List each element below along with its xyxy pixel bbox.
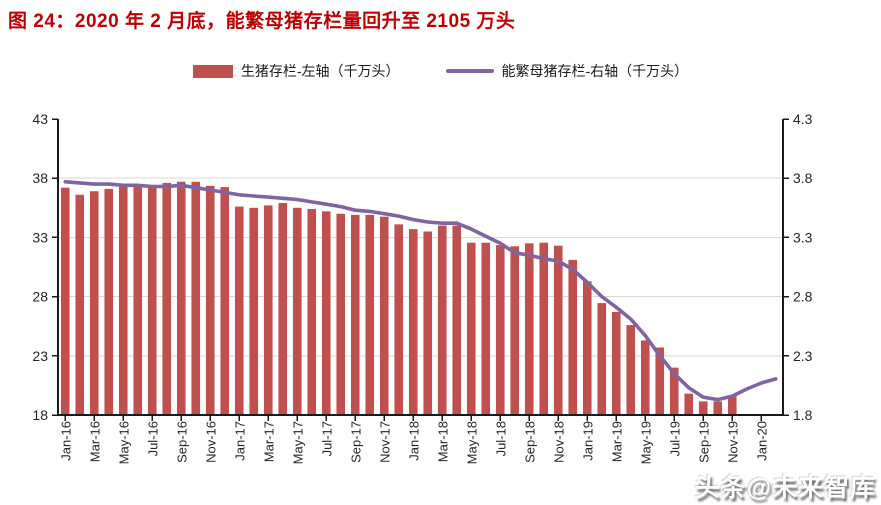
- x-tick-label: Jul-16: [145, 421, 160, 456]
- legend-bar-swatch-icon: [192, 64, 233, 78]
- x-tick-label: Nov-16: [203, 421, 218, 463]
- bar: [684, 393, 694, 415]
- bar: [553, 245, 563, 415]
- watermark-text: 头条@未来智库: [694, 474, 876, 502]
- y-tick-label-right: 3.8: [793, 170, 813, 186]
- x-tick-label: May-17: [290, 421, 305, 464]
- bar: [133, 185, 143, 415]
- bar: [611, 311, 621, 415]
- bar: [191, 181, 201, 415]
- bar: [220, 187, 230, 415]
- x-tick-label: Jul-18: [493, 421, 508, 456]
- bar: [307, 208, 317, 415]
- bar: [147, 185, 157, 415]
- x-tick-label: Sep-18: [522, 421, 537, 463]
- bar: [524, 243, 534, 415]
- bar: [350, 214, 360, 415]
- bar: [466, 242, 476, 415]
- y-tick-label-left: 18: [32, 407, 48, 423]
- y-tick-label-right: 4.3: [793, 111, 813, 127]
- bar: [727, 396, 737, 415]
- bar: [669, 367, 679, 415]
- bar: [75, 194, 85, 415]
- bar: [60, 187, 70, 415]
- bar: [234, 206, 244, 415]
- x-tick-label: Jan-18: [406, 421, 421, 461]
- x-tick-label: Jan-17: [232, 421, 247, 461]
- bar: [713, 401, 723, 415]
- bar: [365, 214, 375, 415]
- x-tick-label: Jul-19: [667, 421, 682, 456]
- bar: [582, 281, 592, 415]
- bar: [394, 224, 404, 415]
- legend-line-swatch-icon: [445, 69, 494, 73]
- bar: [249, 207, 259, 415]
- bar: [205, 185, 215, 415]
- bar: [423, 231, 433, 415]
- bar: [408, 229, 418, 415]
- bar: [278, 203, 288, 415]
- legend-label-sow-inventory: 能繁母猪存栏-右轴（千万头）: [501, 63, 689, 79]
- bar: [655, 347, 665, 415]
- bar: [263, 205, 273, 415]
- bar: [89, 191, 99, 415]
- figure-title: 图 24：2020 年 2 月底，能繁母猪存栏量回升至 2105 万头: [8, 11, 516, 32]
- bar: [118, 186, 128, 415]
- x-tick-label: Mar-16: [87, 421, 102, 462]
- bar: [568, 259, 578, 415]
- bar: [640, 340, 650, 415]
- x-tick-label: May-19: [638, 421, 653, 464]
- x-tick-label: Nov-17: [377, 421, 392, 463]
- x-tick-label: May-16: [116, 421, 131, 464]
- bar: [597, 303, 607, 415]
- bar: [104, 188, 114, 415]
- bar: [321, 211, 331, 415]
- x-tick-label: Nov-19: [725, 421, 740, 463]
- x-tick-label: Sep-17: [348, 421, 363, 463]
- y-tick-label-right: 1.8: [793, 407, 813, 423]
- y-tick-label-left: 28: [32, 289, 48, 305]
- x-tick-label: Jan-19: [580, 421, 595, 461]
- y-tick-label-right: 3.3: [793, 229, 813, 245]
- y-tick-label-left: 38: [32, 170, 48, 186]
- y-tick-label-right: 2.3: [793, 348, 813, 364]
- bar: [510, 246, 520, 415]
- bar: [176, 181, 186, 415]
- bar: [452, 225, 462, 415]
- x-tick-label: Jul-17: [319, 421, 334, 456]
- bar: [292, 207, 302, 415]
- bar: [495, 245, 505, 415]
- legend-item-sow-inventory: 能繁母猪存栏-右轴（千万头）: [445, 61, 689, 81]
- y-tick-label-left: 23: [32, 348, 48, 364]
- legend-label-pig-inventory: 生猪存栏-左轴（千万头）: [240, 63, 400, 79]
- bar: [539, 242, 549, 415]
- bar: [437, 225, 447, 415]
- x-tick-label: Mar-19: [609, 421, 624, 462]
- x-tick-label: May-18: [464, 421, 479, 464]
- bar: [698, 401, 708, 415]
- x-tick-label: Jan-16: [58, 421, 73, 461]
- legend: 生猪存栏-左轴（千万头） 能繁母猪存栏-右轴（千万头）: [0, 61, 881, 81]
- x-tick-label: Jan-20: [754, 421, 769, 461]
- x-tick-label: Sep-19: [696, 421, 711, 463]
- x-tick-label: Mar-18: [435, 421, 450, 462]
- bar: [481, 242, 491, 415]
- watermark: 头条@未来智库: [695, 468, 876, 504]
- y-tick-label-left: 43: [32, 111, 48, 127]
- bar: [379, 216, 389, 415]
- trend-line: [63, 180, 778, 402]
- bar: [162, 182, 172, 415]
- bar: [626, 325, 636, 415]
- bar: [336, 213, 346, 415]
- x-tick-label: Sep-16: [174, 421, 189, 463]
- y-tick-label-right: 2.8: [793, 289, 813, 305]
- x-tick-label: Mar-17: [261, 421, 276, 462]
- legend-item-pig-inventory: 生猪存栏-左轴（千万头）: [192, 61, 400, 81]
- y-tick-label-left: 33: [32, 229, 48, 245]
- x-tick-label: Nov-18: [551, 421, 566, 463]
